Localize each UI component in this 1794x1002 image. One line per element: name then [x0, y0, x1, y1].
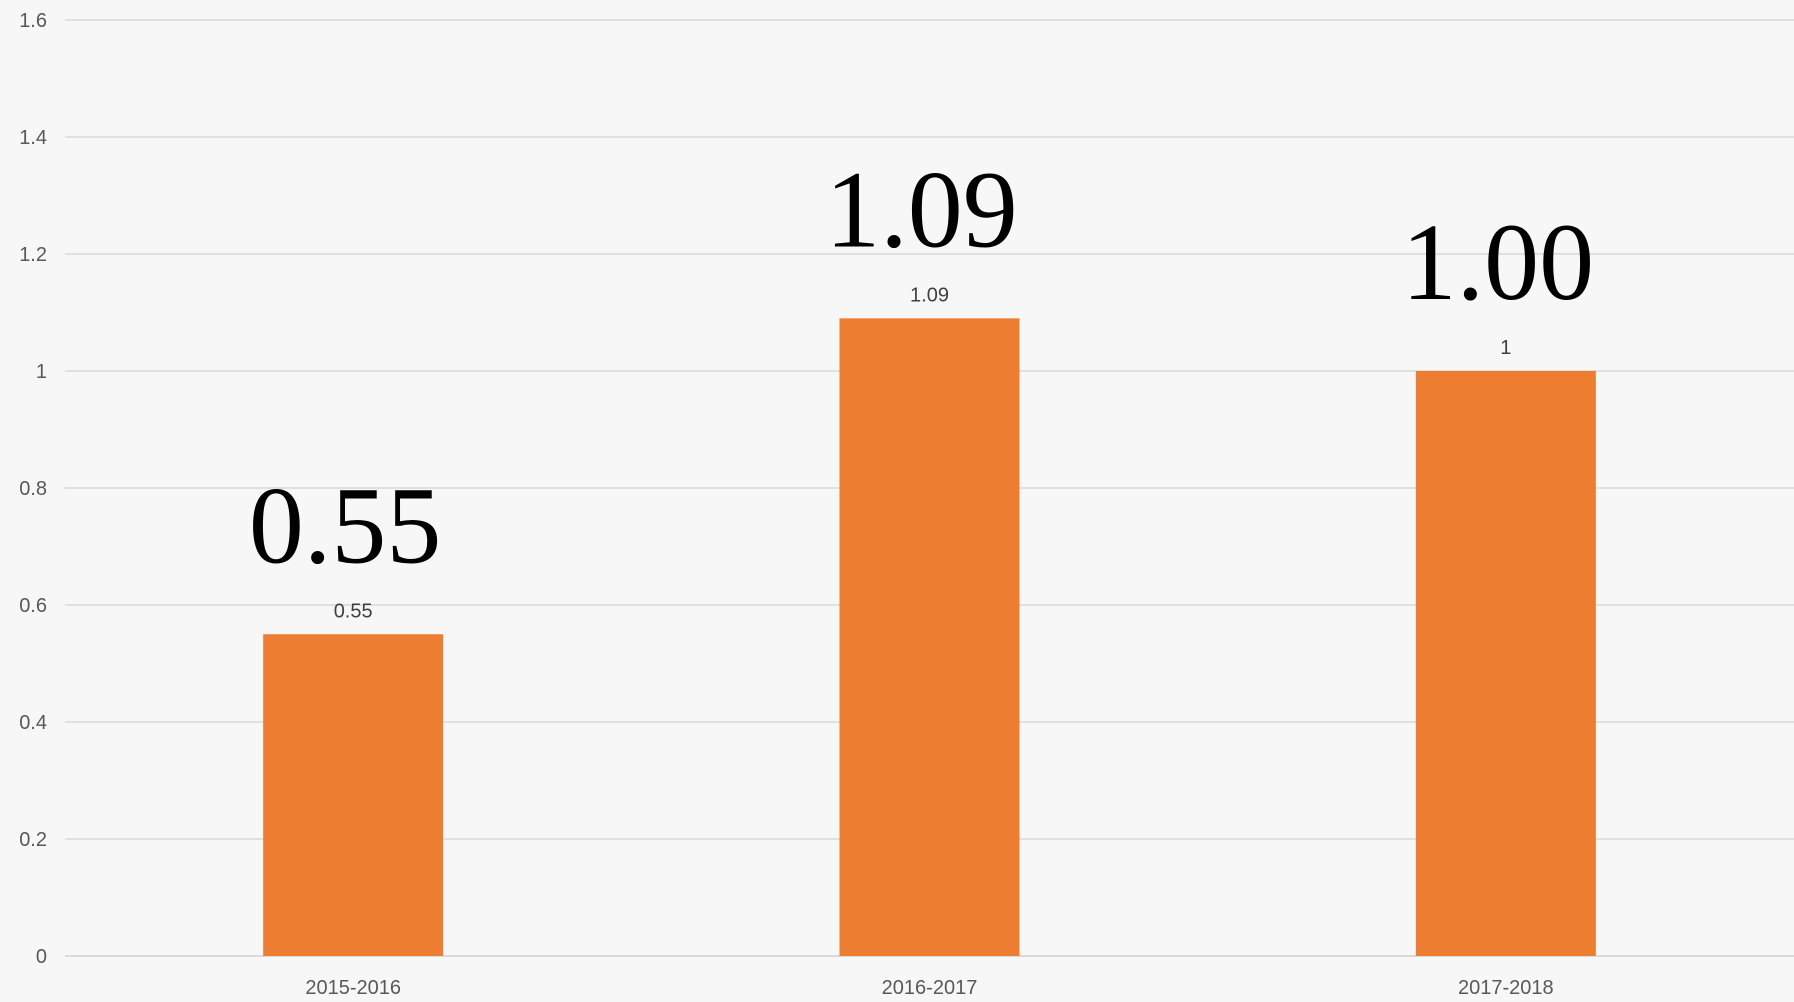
data-label: 1.09 — [910, 284, 949, 306]
y-axis-ticks: 0 0.2 0.4 0.6 0.8 1 1.2 1.4 1.6 — [19, 10, 47, 968]
y-tick-label: 0.4 — [19, 712, 47, 734]
value-annotation: 0.55 — [249, 464, 442, 586]
y-tick-label: 1 — [36, 361, 47, 383]
x-category-label: 2016-2017 — [882, 977, 978, 999]
annotations: 0.55 1.09 1.00 — [249, 148, 1594, 586]
x-axis-categories: 2015-2016 2016-2017 2017-2018 — [305, 977, 1553, 999]
y-tick-label: 0 — [36, 946, 47, 968]
y-tick-label: 1.4 — [19, 127, 47, 149]
bars — [263, 318, 1596, 957]
y-tick-label: 0.8 — [19, 478, 47, 500]
value-annotation: 1.00 — [1402, 201, 1595, 323]
x-category-label: 2017-2018 — [1458, 977, 1554, 999]
bar — [1415, 371, 1596, 956]
value-annotation: 1.09 — [825, 148, 1018, 270]
y-tick-label: 1.2 — [19, 244, 47, 266]
x-category-label: 2015-2016 — [305, 977, 401, 999]
data-labels: 0.55 1.09 1 — [334, 284, 1512, 622]
data-label: 0.55 — [334, 600, 373, 622]
y-tick-label: 0.2 — [19, 829, 47, 851]
data-label: 1 — [1500, 337, 1511, 359]
bar — [839, 318, 1020, 957]
y-tick-label: 0.6 — [19, 595, 47, 617]
bar — [263, 634, 444, 956]
y-tick-label: 1.6 — [19, 10, 47, 32]
